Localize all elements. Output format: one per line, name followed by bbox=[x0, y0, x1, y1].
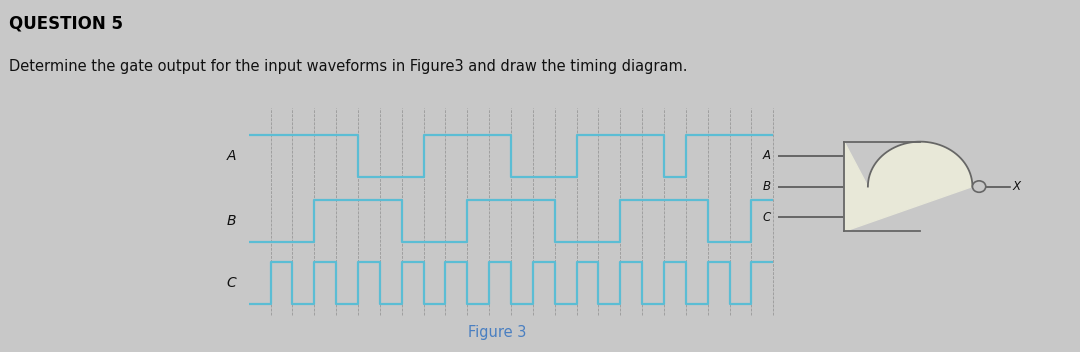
Circle shape bbox=[972, 181, 986, 192]
Polygon shape bbox=[845, 142, 972, 232]
Text: X: X bbox=[1013, 180, 1021, 193]
Text: C: C bbox=[227, 276, 237, 290]
Text: A: A bbox=[762, 150, 770, 162]
Text: Figure 3: Figure 3 bbox=[468, 325, 526, 340]
Text: C: C bbox=[762, 211, 770, 224]
Text: QUESTION 5: QUESTION 5 bbox=[9, 14, 123, 32]
Text: B: B bbox=[227, 214, 237, 228]
Text: Determine the gate output for the input waveforms in Figure3 and draw the timing: Determine the gate output for the input … bbox=[9, 59, 687, 74]
Text: A: A bbox=[227, 149, 237, 163]
Text: B: B bbox=[762, 180, 770, 193]
